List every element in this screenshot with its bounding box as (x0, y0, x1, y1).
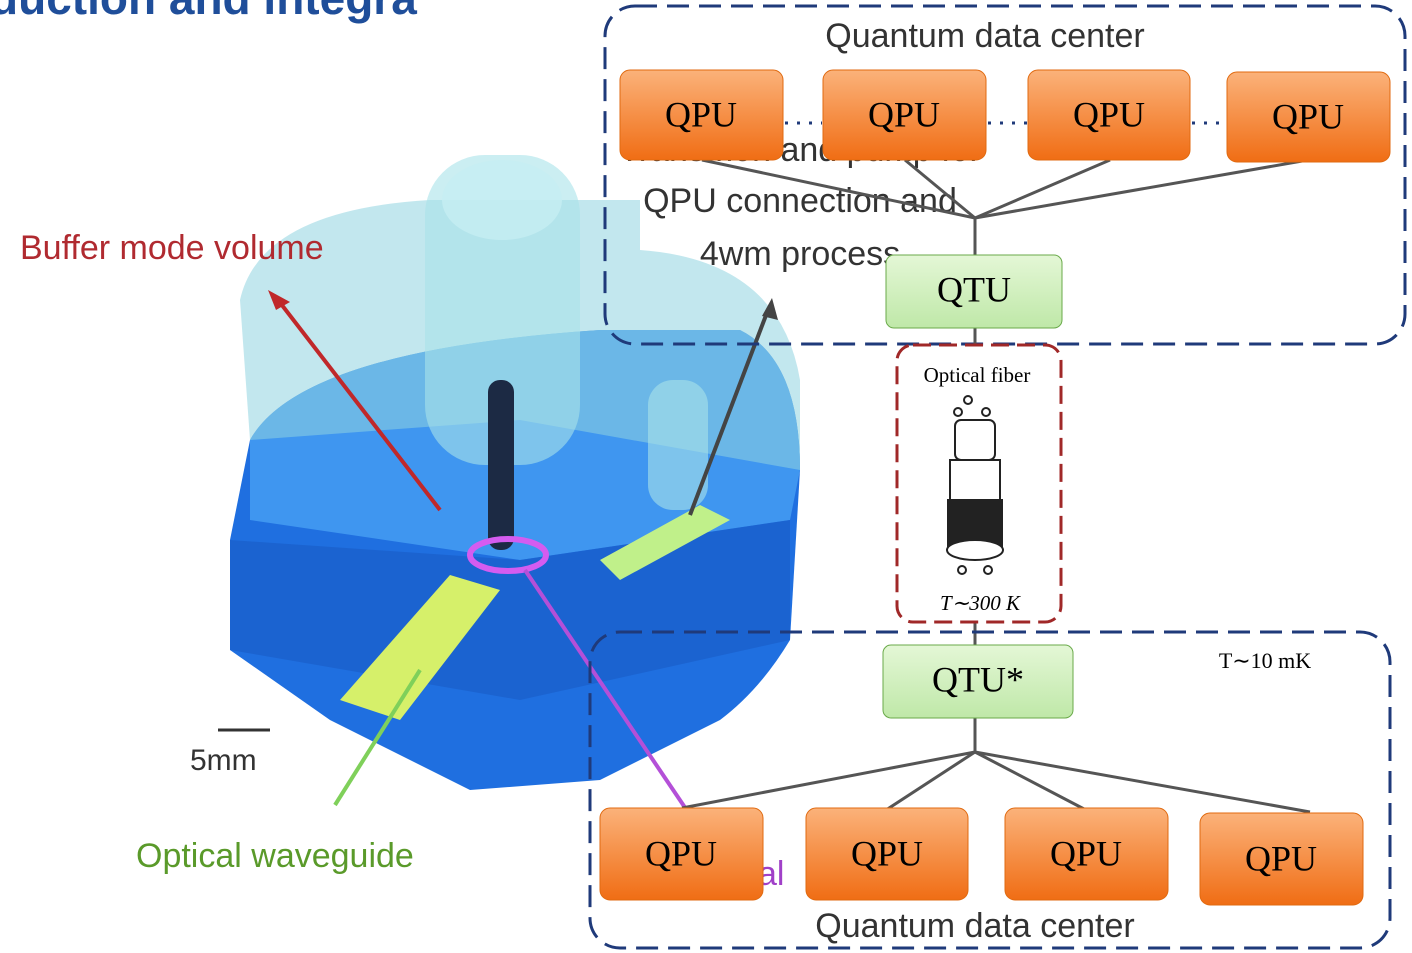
qpu-label: QPU (1272, 96, 1344, 136)
crystal-arrow (523, 568, 692, 817)
qtu-box (885, 254, 1063, 329)
arrowhead (762, 298, 778, 320)
qpu-label: QPU (868, 94, 940, 134)
transmon-line: 4wm process (700, 235, 900, 273)
qpu-box (822, 69, 987, 161)
qtu-label: QTU (937, 269, 1011, 309)
buffer-label: Buffer mode volume (20, 229, 324, 267)
arrowhead (268, 290, 290, 310)
bottom-center-label: Quantum data center (815, 907, 1134, 945)
qpu-box (1027, 69, 1191, 161)
qpu-label: QPU (665, 94, 737, 134)
device-render (230, 155, 800, 790)
fiber-temperature: T∼300 K (940, 591, 1021, 615)
top-center-label: Quantum data center (825, 17, 1144, 55)
qpu-box (619, 69, 784, 161)
qpu-box (1199, 812, 1364, 906)
qpu-label: QPU (645, 833, 717, 873)
buffer-arrow (276, 298, 442, 512)
bottom-temperature: T∼10 mK (1219, 648, 1311, 673)
qpu-label: QPU (1245, 838, 1317, 878)
qpu-box (1004, 807, 1169, 901)
transmon-line: QPU connection and (643, 182, 957, 220)
qpu-box (599, 807, 764, 901)
qtu-box (882, 644, 1074, 719)
title: duction and integra (0, 0, 417, 24)
fiber-box (895, 343, 1063, 624)
fiber-icon (946, 395, 1004, 575)
qpu-box (1226, 71, 1391, 163)
fiber-label: Optical fiber (924, 363, 1031, 387)
qtu-label: QTU* (932, 659, 1024, 699)
qpu-label: QPU (851, 833, 923, 873)
scale-label: 5mm (190, 744, 257, 777)
qpu-box (805, 807, 969, 901)
qpu-label: QPU (1073, 94, 1145, 134)
qpu-label: QPU (1050, 833, 1122, 873)
bottom-center-box (588, 630, 1392, 950)
waveguide-arrow (333, 668, 422, 807)
waveguide-label: Optical waveguide (136, 837, 414, 875)
